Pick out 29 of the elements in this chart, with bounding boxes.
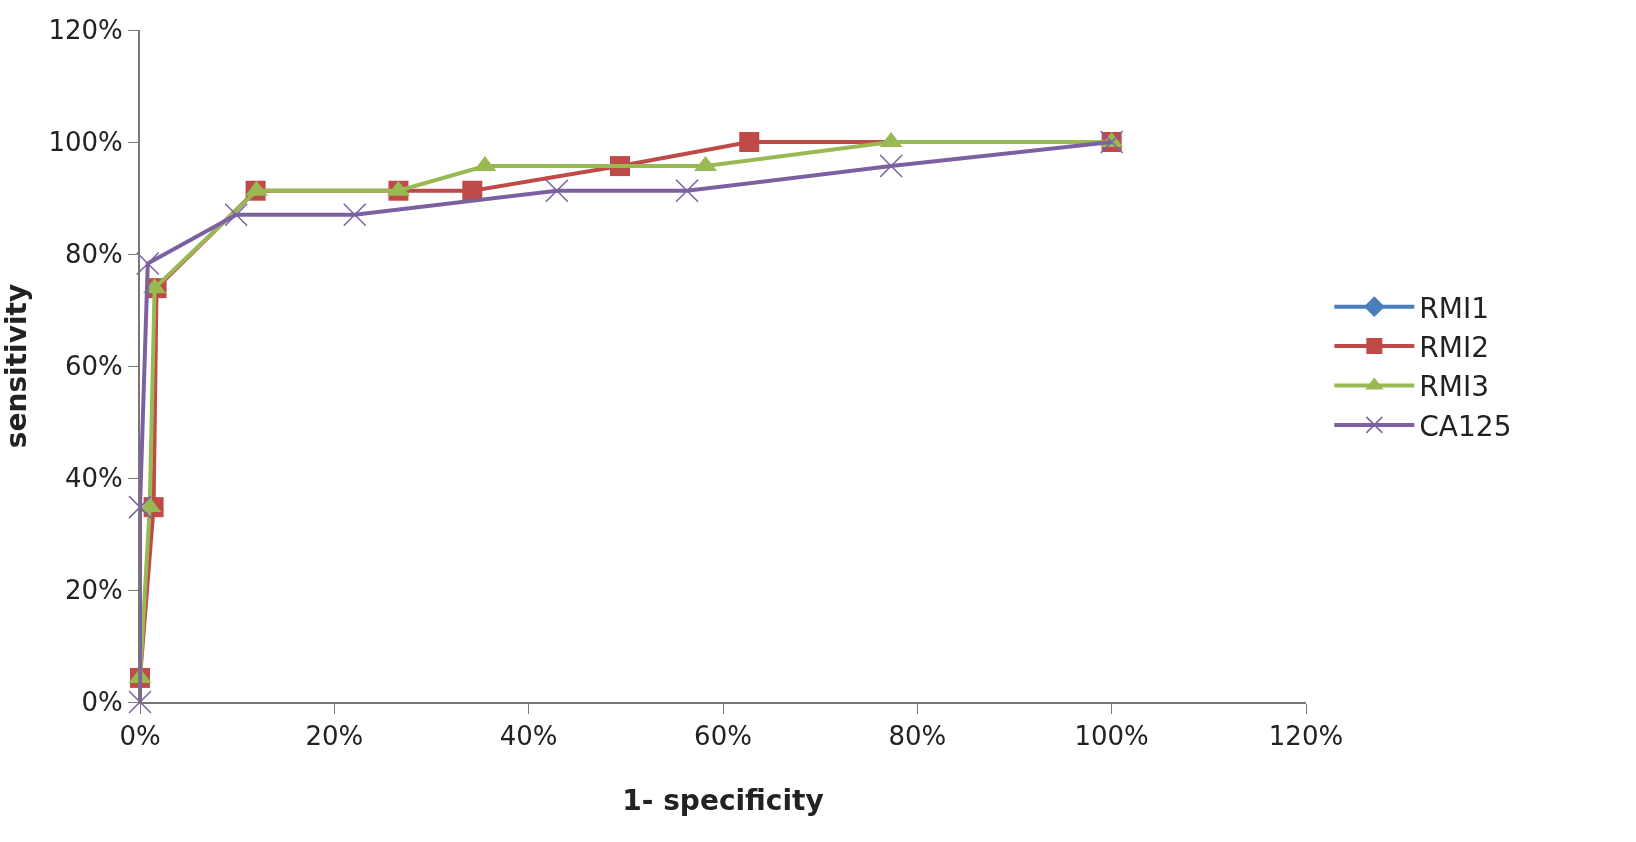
- point: [224, 203, 248, 227]
- y-tick-label: 80%: [65, 239, 123, 270]
- y-tick-label: 120%: [48, 15, 123, 46]
- y-tick-label: 0%: [81, 687, 123, 718]
- x-tick-label: 0%: [119, 721, 161, 752]
- y-tick-label: 40%: [65, 463, 123, 494]
- y-tick-label: 100%: [48, 127, 123, 158]
- legend-label: CA125: [1419, 409, 1512, 443]
- x-tick-label: 100%: [1074, 721, 1149, 752]
- y-tick-label: 60%: [65, 351, 123, 382]
- point: [879, 154, 903, 178]
- legend-label: RMI2: [1419, 331, 1490, 365]
- x-tick-label: 120%: [1268, 721, 1344, 752]
- point: [545, 178, 569, 203]
- y-tick-label: 20%: [65, 575, 123, 606]
- point: [128, 690, 152, 714]
- x-tick-label: 40%: [499, 721, 558, 752]
- x-tick-label: 80%: [888, 721, 947, 752]
- legend-label: RMI1: [1419, 291, 1490, 325]
- legend-label: RMI3: [1419, 370, 1490, 404]
- point: [136, 251, 160, 276]
- y-axis-title: sensitivity: [0, 283, 33, 449]
- x-axis-title: 1- specificity: [622, 783, 824, 817]
- point: [342, 203, 367, 227]
- x-tick-label: 60%: [694, 721, 752, 752]
- point: [739, 132, 760, 152]
- point: [128, 495, 152, 519]
- x-tick-label: 20%: [305, 721, 364, 752]
- point: [675, 178, 699, 203]
